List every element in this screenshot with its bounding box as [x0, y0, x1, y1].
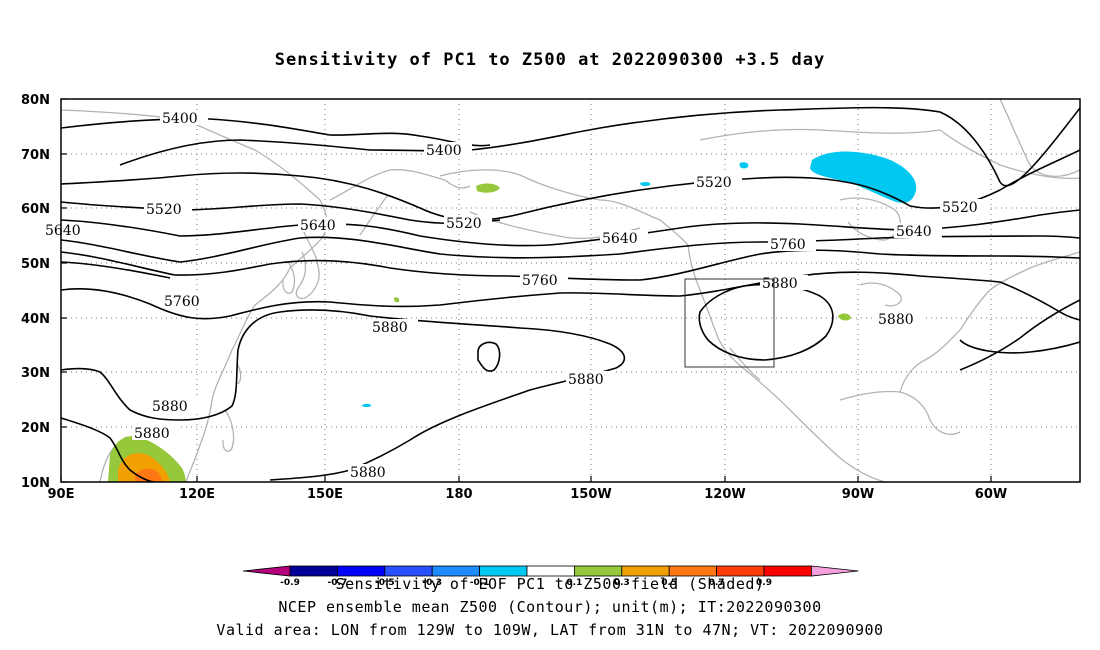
contour-5880-g [959, 339, 1080, 354]
lat-label: 60N [21, 202, 50, 217]
colorbar-level-label: -0.7 [328, 578, 348, 588]
lon-label: 90E [48, 487, 75, 502]
contour-label: 5520 [942, 200, 978, 216]
contour-label: 5880 [134, 426, 170, 442]
lat-label: 80N [21, 93, 50, 108]
contour-label: 5640 [45, 223, 81, 239]
colorbar-level-label: 0.7 [709, 578, 725, 588]
contour-5400-b [119, 106, 1080, 187]
contour-label: 5880 [568, 372, 604, 388]
colorbar-end-right [811, 565, 859, 577]
grid-lines [61, 99, 1080, 482]
contour-label: 5760 [522, 273, 558, 289]
lon-label: 60W [975, 487, 1007, 502]
z500-contours [61, 106, 1080, 482]
colorbar [242, 565, 859, 577]
contour-5880-b [698, 283, 834, 361]
caption-shading: Sensitivity of EOF PC1 to Z500 field (Sh… [335, 575, 765, 593]
colorbar-level-label: 0.3 [614, 578, 630, 588]
caption-contour: NCEP ensemble mean Z500 (Contour); unit(… [278, 598, 822, 616]
contour-5400-a [61, 118, 491, 147]
contour-5880-c [61, 309, 626, 481]
lat-label: 20N [21, 421, 50, 436]
shade-blob-cyan-canada [810, 151, 917, 203]
lon-label: 180 [445, 487, 472, 502]
coastlines [61, 99, 1080, 482]
colorbar-level-label: -0.5 [375, 578, 395, 588]
contour-5880-f [959, 299, 1080, 371]
contour-5640-b [61, 235, 1080, 263]
caption-valid-area: Valid area: LON from 129W to 109W, LAT f… [216, 621, 884, 639]
contour-5520-b [61, 201, 501, 225]
contour-5760-a [61, 249, 1080, 281]
contour-5520-a [61, 149, 1080, 221]
contour-label: 5880 [350, 465, 386, 481]
map-frame [60, 98, 1081, 483]
contour-label: 5880 [372, 320, 408, 336]
lat-label: 40N [21, 312, 50, 327]
contour-label: 5880 [152, 399, 188, 415]
lat-label: 50N [21, 257, 50, 272]
contour-label: 5400 [162, 111, 198, 127]
colorbar-labels: -0.9 -0.7 -0.5 -0.3 -0.1 0.1 0.3 0.5 0.7 0.9 [280, 578, 772, 588]
contour-5760-b [61, 261, 171, 279]
lon-label: 120E [179, 487, 215, 502]
colorbar-level-label: 0.5 [661, 578, 677, 588]
sensitivity-shading [108, 151, 917, 482]
colorbar-level-label: -0.1 [470, 578, 490, 588]
lat-label: 70N [21, 148, 50, 163]
contour-label: 5760 [164, 294, 200, 310]
colorbar-level-label: -0.9 [280, 578, 300, 588]
contour-5880-e [61, 417, 156, 482]
shade-blob-cyan-small3 [362, 403, 372, 408]
contour-label: 5880 [762, 276, 798, 292]
lon-label: 90W [842, 487, 874, 502]
lon-label: 150E [307, 487, 343, 502]
lon-label: 120W [704, 487, 745, 502]
shade-blob-green-small2 [838, 313, 851, 321]
contour-label: 5520 [696, 175, 732, 191]
lat-label: 10N [21, 476, 50, 491]
contour-labels: 5400 5400 5520 5520 5520 5520 5640 5640 … [45, 110, 988, 481]
lat-label: 30N [21, 366, 50, 381]
colorbar-level-label: 0.1 [566, 578, 582, 588]
lon-labels: 90E 120E 150E 180 150W 120W 90W 60W [48, 487, 1008, 502]
shade-blob-cyan-small1 [739, 162, 749, 169]
valid-area-box [684, 278, 775, 368]
contour-label: 5880 [878, 312, 914, 328]
contour-5880-a [61, 271, 1080, 321]
chart-title: Sensitivity of PC1 to Z500 at 2022090300… [274, 50, 826, 70]
contour-5880-d [477, 341, 501, 372]
contour-label: 5640 [896, 224, 932, 240]
contour-label: 5640 [602, 231, 638, 247]
contour-label: 5520 [146, 202, 182, 218]
axis-ticks [60, 98, 992, 483]
lat-labels: 80N 70N 60N 50N 40N 30N 20N 10N [21, 93, 50, 491]
shade-blob-green-small1 [393, 297, 400, 303]
shade-blob-cyan-small2 [640, 181, 651, 187]
colorbar-level-label: -0.3 [422, 578, 442, 588]
colorbar-level-label: 0.9 [756, 578, 772, 588]
contour-label: 5760 [770, 237, 806, 253]
lon-label: 150W [570, 487, 611, 502]
contour-label: 5640 [300, 218, 336, 234]
contour-label: 5520 [446, 216, 482, 232]
shade-blob-green-dateline [476, 183, 500, 193]
contour-label: 5400 [426, 143, 462, 159]
